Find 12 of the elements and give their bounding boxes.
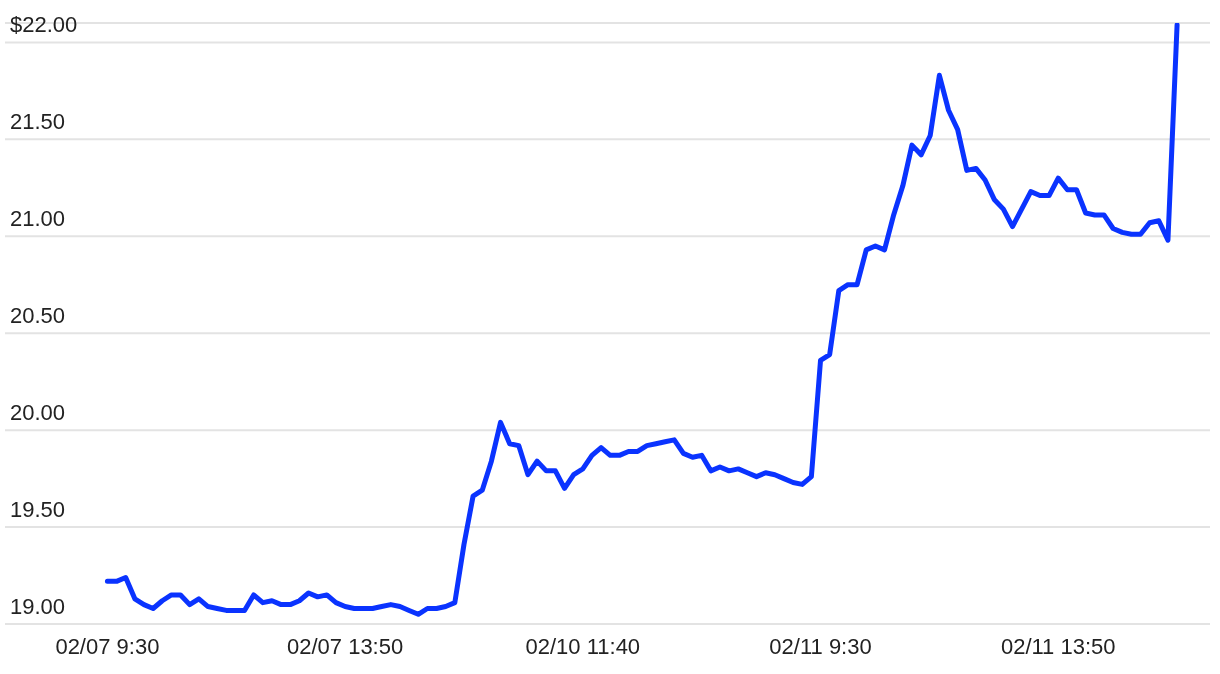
y-tick-label: 21.50 — [10, 109, 66, 135]
y-tick-label: 21.00 — [10, 206, 66, 232]
y-tick-label: 20.50 — [10, 303, 66, 329]
y-tick-label: 20.00 — [10, 400, 66, 426]
x-tick-label: 02/11 13:50 — [1000, 633, 1116, 659]
x-tick-label: 02/11 9:30 — [769, 633, 872, 659]
y-tick-label: 19.00 — [10, 594, 66, 619]
x-tick-label: 02/07 13:50 — [286, 633, 404, 659]
x-tick-label: 02/10 11:40 — [525, 633, 641, 659]
y-tick-label: $22.00 — [10, 12, 78, 38]
x-tick-label: 02/07 9:30 — [55, 633, 160, 659]
y-tick-label: 19.50 — [10, 497, 66, 523]
